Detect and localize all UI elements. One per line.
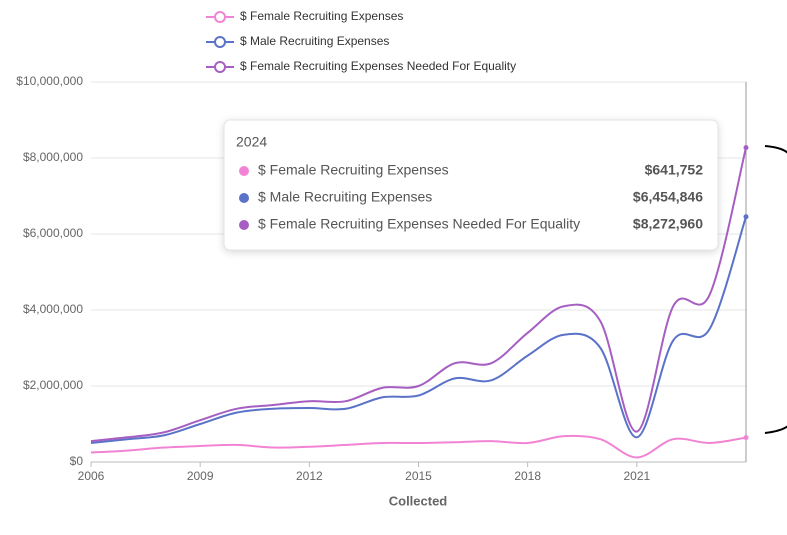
tooltip-name: $ Male Recruiting Expenses bbox=[258, 189, 432, 205]
line bbox=[90, 216, 747, 444]
tooltip-marker bbox=[239, 220, 249, 230]
tooltip-value: $8,272,960 bbox=[633, 216, 703, 232]
tooltip-name: $ Female Recruiting Expenses Needed For … bbox=[258, 216, 580, 232]
tooltip-box bbox=[223, 119, 719, 251]
x-axis-label: Collected bbox=[389, 493, 448, 508]
x-tick-label: 2015 bbox=[405, 469, 432, 483]
tooltip-title: 2024 bbox=[236, 134, 267, 150]
x-tick-label: 2018 bbox=[514, 469, 541, 483]
y-tick-label: $6,000,000 bbox=[23, 226, 83, 240]
end-point bbox=[743, 214, 749, 220]
x-tick-label: 2009 bbox=[187, 469, 214, 483]
tooltip-name: $ Female Recruiting Expenses bbox=[258, 162, 449, 178]
legend-marker bbox=[214, 11, 226, 23]
x-tick-label: 2006 bbox=[78, 469, 105, 483]
y-tick-label: $0 bbox=[70, 454, 84, 468]
decor-arc bbox=[764, 145, 787, 154]
end-point bbox=[743, 435, 749, 441]
legend-marker bbox=[214, 36, 226, 48]
line bbox=[90, 434, 747, 459]
tooltip-marker bbox=[239, 166, 249, 176]
legend-label: $ Male Recruiting Expenses bbox=[240, 34, 389, 48]
x-tick-label: 2012 bbox=[296, 469, 323, 483]
decor-arc bbox=[764, 425, 787, 434]
y-tick-label: $10,000,000 bbox=[16, 74, 83, 88]
y-tick-label: $2,000,000 bbox=[23, 378, 83, 392]
legend-label: $ Female Recruiting Expenses Needed For … bbox=[240, 59, 516, 73]
y-tick-label: $8,000,000 bbox=[23, 150, 83, 164]
tooltip-marker bbox=[239, 193, 249, 203]
line bbox=[90, 147, 747, 443]
legend-marker bbox=[214, 61, 226, 73]
y-tick-label: $4,000,000 bbox=[23, 302, 83, 316]
tooltip-value: $641,752 bbox=[645, 162, 704, 178]
legend-label: $ Female Recruiting Expenses bbox=[240, 9, 403, 23]
tooltip-value: $6,454,846 bbox=[633, 189, 703, 205]
x-tick-label: 2021 bbox=[623, 469, 650, 483]
end-point bbox=[743, 145, 749, 151]
